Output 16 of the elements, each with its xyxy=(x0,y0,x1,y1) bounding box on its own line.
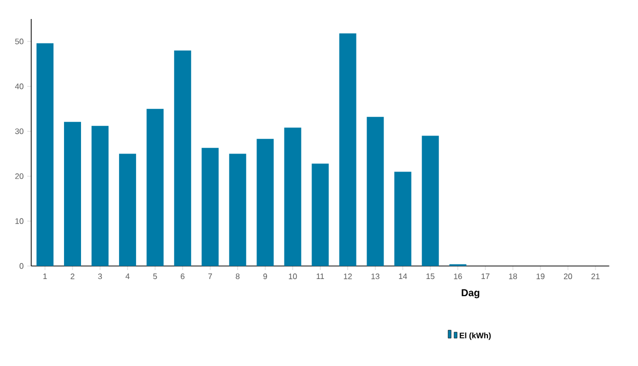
bar xyxy=(119,154,136,266)
bar xyxy=(339,33,356,266)
bar xyxy=(92,126,109,266)
x-axis-title: Dag xyxy=(462,289,480,298)
bar xyxy=(256,138,274,266)
bar xyxy=(366,116,384,266)
bar xyxy=(394,172,412,266)
bar xyxy=(312,164,329,266)
bar xyxy=(422,136,439,266)
bar xyxy=(146,108,164,266)
bar xyxy=(36,43,54,266)
bar xyxy=(202,148,219,266)
bar xyxy=(284,128,302,266)
bar xyxy=(229,154,246,266)
bar xyxy=(64,122,82,266)
bar xyxy=(174,50,192,266)
